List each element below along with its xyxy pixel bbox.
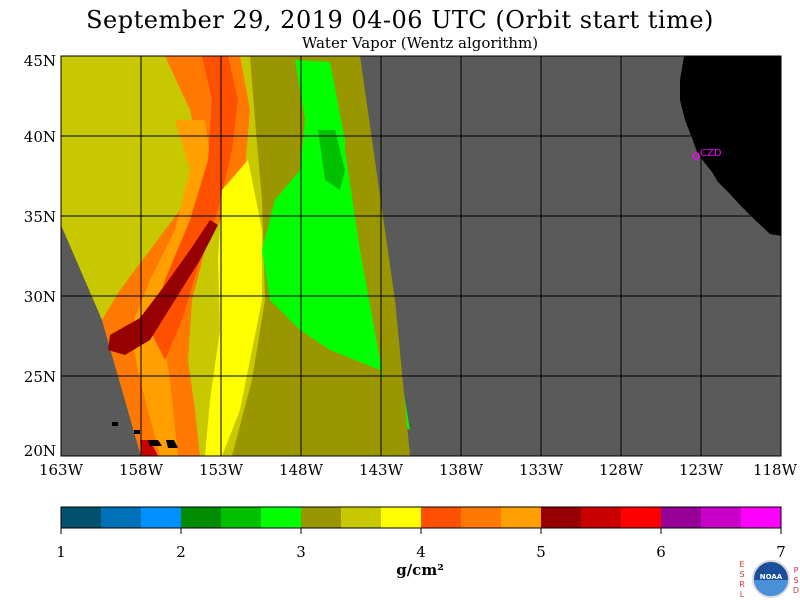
colorbar-swatch bbox=[461, 507, 502, 528]
swath-edge-olive bbox=[345, 56, 410, 456]
lon-label-118w: 118W bbox=[752, 461, 798, 479]
colorbar-swatch bbox=[661, 507, 702, 528]
lat-label-25n: 25N bbox=[23, 368, 56, 386]
lon-label-143w: 143W bbox=[358, 461, 404, 479]
land-california bbox=[680, 56, 781, 236]
colorbar-tick-5: 5 bbox=[536, 543, 546, 561]
colorbar-swatch bbox=[621, 507, 662, 528]
swath-band-lightgreen bbox=[318, 130, 345, 190]
land-hawaii bbox=[112, 422, 118, 426]
swath-band-red bbox=[140, 440, 158, 456]
map-panel bbox=[61, 56, 781, 456]
lat-label-35n: 35N bbox=[23, 208, 56, 226]
lon-label-128w: 128W bbox=[598, 461, 644, 479]
lon-label-163w: 163W bbox=[38, 461, 84, 479]
swath-band-darkred bbox=[108, 220, 218, 355]
colorbar-swatch bbox=[141, 507, 182, 528]
page-title: September 29, 2019 04-06 UTC (Orbit star… bbox=[86, 6, 714, 34]
lat-label-45n: 45N bbox=[23, 52, 56, 70]
lat-label-30n: 30N bbox=[23, 288, 56, 306]
colorbar-swatch bbox=[381, 507, 422, 528]
land-hawaii-2 bbox=[134, 430, 140, 434]
page-subtitle: Water Vapor (Wentz algorithm) bbox=[301, 34, 539, 52]
colorbar-unit: g/cm² bbox=[396, 561, 444, 579]
colorbar-swatch bbox=[581, 507, 622, 528]
colorbar bbox=[60, 506, 782, 534]
map-border bbox=[60, 55, 782, 457]
colorbar-tick-1: 1 bbox=[56, 543, 66, 561]
colorbar-swatch bbox=[741, 507, 782, 528]
lon-label-153w: 153W bbox=[198, 461, 244, 479]
colorbar-swatch bbox=[701, 507, 742, 528]
lon-label-123w: 123W bbox=[678, 461, 724, 479]
swath-band-light-orange bbox=[130, 120, 212, 456]
colorbar-tick-6: 6 bbox=[656, 543, 666, 561]
colorbar-swatch bbox=[101, 507, 142, 528]
lon-label-133w: 133W bbox=[518, 461, 564, 479]
lon-label-148w: 148W bbox=[278, 461, 324, 479]
swath-band-green bbox=[262, 60, 410, 430]
noaa-emblem: NOAA bbox=[752, 560, 790, 598]
station-marker bbox=[692, 152, 700, 160]
station-label: CZD bbox=[700, 148, 722, 159]
gridlines bbox=[61, 56, 781, 456]
lon-label-138w: 138W bbox=[438, 461, 484, 479]
lat-label-40n: 40N bbox=[23, 128, 56, 146]
land-hawaii-4 bbox=[166, 440, 178, 448]
swath-band-bright-yellow bbox=[205, 160, 262, 456]
colorbar-swatch bbox=[61, 507, 102, 528]
colorbar-swatch bbox=[261, 507, 302, 528]
lon-label-158w: 158W bbox=[118, 461, 164, 479]
colorbar-swatch bbox=[181, 507, 222, 528]
lat-label-20n: 20N bbox=[23, 442, 56, 460]
noaa-emblem-text: NOAA bbox=[759, 573, 783, 581]
colorbar-tick-2: 2 bbox=[176, 543, 186, 561]
colorbar-tick-7: 7 bbox=[776, 543, 786, 561]
colorbar-swatch bbox=[421, 507, 462, 528]
colorbar-swatch bbox=[541, 507, 582, 528]
colorbar-swatch bbox=[341, 507, 382, 528]
land-hawaii-3 bbox=[148, 440, 162, 446]
colorbar-tick-4: 4 bbox=[416, 543, 426, 561]
colorbar-tick-3: 3 bbox=[296, 543, 306, 561]
colorbar-swatch bbox=[301, 507, 342, 528]
colorbar-swatch bbox=[221, 507, 262, 528]
colorbar-swatch bbox=[501, 507, 542, 528]
